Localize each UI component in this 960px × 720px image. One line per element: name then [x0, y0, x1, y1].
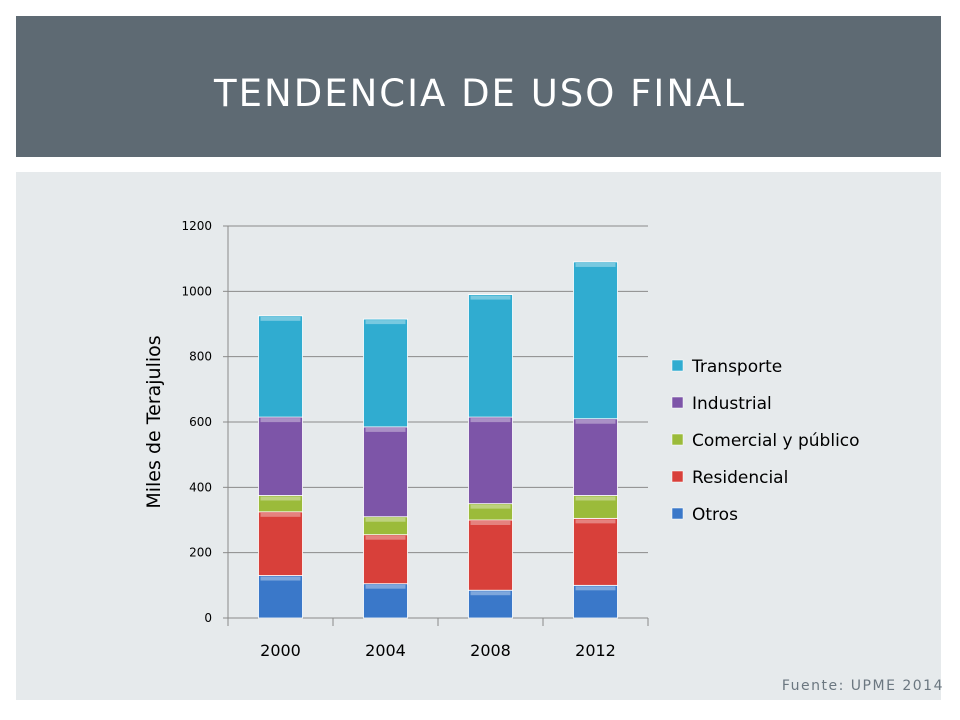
slide-title: TENDENCIA DE USO FINAL: [214, 72, 746, 115]
x-tick-label: 2000: [260, 641, 301, 660]
bar-segment: [258, 575, 303, 619]
bar-highlight: [260, 576, 301, 581]
y-axis-label: Miles de Terajulios: [143, 335, 165, 508]
x-tick-labels: 2000 2004 2008 2012: [260, 641, 616, 660]
bar-highlight: [470, 591, 511, 596]
bar-segment: [468, 416, 513, 505]
legend-swatch: [671, 470, 684, 483]
legend-swatch: [671, 507, 684, 520]
bar-highlight: [470, 418, 511, 423]
bar-highlight: [575, 419, 616, 424]
bar-highlight: [470, 521, 511, 525]
bar-highlight: [260, 512, 301, 517]
bar-highlight: [575, 519, 616, 524]
legend: Transporte Industrial Comercial y público R…: [671, 357, 860, 525]
bar-highlight: [575, 262, 616, 267]
bar-highlight: [260, 418, 301, 423]
bar-segment: [468, 294, 513, 418]
title-band: [16, 16, 941, 157]
bar-segment: [258, 416, 303, 496]
legend-swatch: [671, 359, 684, 372]
bar-segment: [573, 517, 618, 586]
x-tick-label: 2004: [365, 641, 406, 660]
bar-segment: [363, 426, 408, 518]
y-tick-label: 1200: [181, 219, 212, 233]
bar-highlight: [575, 586, 616, 591]
y-tick-label: 1000: [181, 284, 212, 298]
x-tick-label: 2012: [575, 641, 616, 660]
bar-highlight: [575, 496, 616, 501]
bar-segment: [363, 583, 408, 619]
bar-highlight: [470, 295, 511, 300]
bar-highlight: [365, 584, 406, 589]
source-note: Fuente: UPME 2014: [781, 678, 944, 694]
bar-segment: [258, 315, 303, 418]
bar-segment: [573, 418, 618, 496]
bar-highlight: [260, 316, 301, 321]
legend-label: Otros: [692, 505, 738, 525]
bar-highlight: [260, 496, 301, 501]
bar-segment: [573, 584, 618, 619]
y-tick-label: 400: [189, 480, 212, 494]
y-tick-label: 0: [204, 611, 212, 625]
legend-label: Industrial: [692, 394, 772, 414]
bar-segment: [258, 511, 303, 576]
y-tick-label: 600: [189, 415, 212, 429]
bar-segment: [363, 534, 408, 585]
bar-highlight: [365, 427, 406, 432]
bar-highlight: [365, 517, 406, 522]
bar-highlight: [365, 320, 406, 325]
bar-highlight: [470, 504, 511, 509]
legend-label: Transporte: [691, 357, 782, 377]
x-tick-label: 2008: [470, 641, 511, 660]
y-tick-label: 800: [189, 350, 212, 364]
bar-highlight: [365, 535, 406, 540]
legend-swatch: [671, 396, 684, 409]
bar-segment: [573, 261, 618, 420]
legend-label: Residencial: [692, 468, 788, 488]
bars: [258, 261, 618, 619]
bar-segment: [363, 318, 408, 428]
legend-label: Comercial y público: [692, 431, 860, 451]
y-tick-labels: 0 200 400 600 800 1000 1200: [181, 219, 212, 625]
bar-segment: [468, 519, 513, 591]
y-tick-label: 200: [189, 546, 212, 560]
legend-swatch: [671, 433, 684, 446]
